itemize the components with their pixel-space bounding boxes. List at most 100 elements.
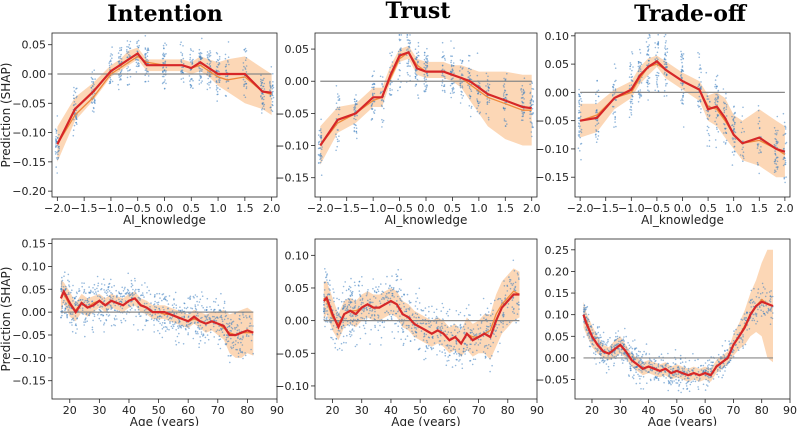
scatter-point xyxy=(700,369,703,371)
scatter-point xyxy=(161,75,164,78)
scatter-point xyxy=(126,40,129,42)
scatter-point xyxy=(194,331,197,333)
scatter-point xyxy=(677,389,680,392)
scatter-point xyxy=(680,76,683,78)
scatter-point xyxy=(639,52,642,54)
scatter-point xyxy=(119,75,122,78)
x-tick-label: 80 xyxy=(755,404,769,417)
scatter-point xyxy=(596,119,599,121)
x-axis-label: Age (years) xyxy=(391,415,460,426)
scatter-point xyxy=(671,382,674,384)
scatter-point xyxy=(241,351,244,354)
scatter-point xyxy=(733,137,735,140)
scatter-point xyxy=(378,300,381,302)
scatter-point xyxy=(615,355,617,358)
scatter-point xyxy=(216,329,219,331)
scatter-point xyxy=(441,322,443,325)
scatter-point xyxy=(630,100,633,103)
scatter-point xyxy=(449,92,452,95)
scatter-point xyxy=(589,340,591,342)
scatter-point xyxy=(476,74,479,77)
scatter-point xyxy=(759,149,761,151)
scatter-point xyxy=(426,75,429,77)
scatter-point xyxy=(452,64,455,67)
scatter-point xyxy=(610,353,613,356)
scatter-point xyxy=(391,275,393,277)
scatter-point xyxy=(758,152,760,154)
scatter-point xyxy=(714,110,717,113)
scatter-point xyxy=(373,92,376,95)
scatter-point xyxy=(580,98,582,100)
scatter-point xyxy=(356,114,358,117)
scatter-point xyxy=(107,288,109,291)
scatter-point xyxy=(707,368,710,371)
x-tick-label: −1.0 xyxy=(360,202,387,215)
scatter-point xyxy=(746,329,748,331)
scatter-point xyxy=(408,307,411,309)
scatter-point xyxy=(638,96,641,99)
scatter-point xyxy=(215,51,218,54)
scatter-point xyxy=(774,162,776,165)
scatter-point xyxy=(487,118,490,121)
scatter-point xyxy=(782,164,785,167)
scatter-point xyxy=(132,304,135,307)
scatter-point xyxy=(461,68,464,70)
scatter-point xyxy=(734,150,736,153)
scatter-point xyxy=(485,329,487,332)
scatter-point xyxy=(165,44,168,46)
scatter-point xyxy=(489,338,492,340)
scatter-point xyxy=(754,312,757,315)
scatter-point xyxy=(83,321,85,323)
scatter-point xyxy=(613,126,615,128)
scatter-point xyxy=(252,352,254,355)
scatter-point xyxy=(144,282,146,284)
scatter-point xyxy=(744,343,747,346)
scatter-point xyxy=(521,94,524,96)
scatter-point xyxy=(226,334,228,336)
scatter-point xyxy=(607,338,609,341)
scatter-point xyxy=(668,375,671,378)
scatter-point xyxy=(366,291,369,293)
scatter-point xyxy=(79,299,82,301)
y-tick-label: −0.05 xyxy=(275,107,309,120)
x-axis-label: AI_knowledge xyxy=(385,213,468,227)
scatter-point xyxy=(522,113,524,116)
scatter-point xyxy=(408,45,411,48)
scatter-point xyxy=(331,328,334,330)
scatter-point xyxy=(476,324,479,326)
scatter-point xyxy=(164,71,167,73)
scatter-point xyxy=(361,276,363,278)
scatter-point xyxy=(653,378,656,381)
scatter-point xyxy=(145,314,148,316)
scatter-point xyxy=(510,282,512,285)
scatter-point xyxy=(367,299,369,302)
scatter-point xyxy=(209,81,212,84)
scatter-point xyxy=(489,323,492,325)
scatter-point xyxy=(531,87,533,90)
scatter-point xyxy=(451,71,454,73)
scatter-point xyxy=(147,49,150,52)
scatter-point xyxy=(214,301,217,303)
scatter-point xyxy=(208,81,210,84)
scatter-point xyxy=(392,287,395,289)
scatter-point xyxy=(120,58,123,60)
scatter-point xyxy=(641,355,643,358)
scatter-point xyxy=(128,69,131,72)
scatter-point xyxy=(607,355,609,357)
scatter-point xyxy=(371,92,374,95)
scatter-point xyxy=(262,98,265,101)
scatter-point xyxy=(244,352,246,354)
scatter-point xyxy=(454,364,457,367)
scatter-point xyxy=(708,115,711,117)
scatter-point xyxy=(337,329,340,332)
scatter-point xyxy=(777,129,779,132)
scatter-point xyxy=(774,158,777,161)
scatter-point xyxy=(223,318,226,321)
scatter-point xyxy=(342,307,344,310)
x-tick-label: 50 xyxy=(413,404,427,417)
scatter-point xyxy=(391,295,393,297)
scatter-point xyxy=(488,344,490,346)
scatter-point xyxy=(189,48,192,50)
scatter-point xyxy=(395,273,398,276)
scatter-point xyxy=(602,331,605,334)
